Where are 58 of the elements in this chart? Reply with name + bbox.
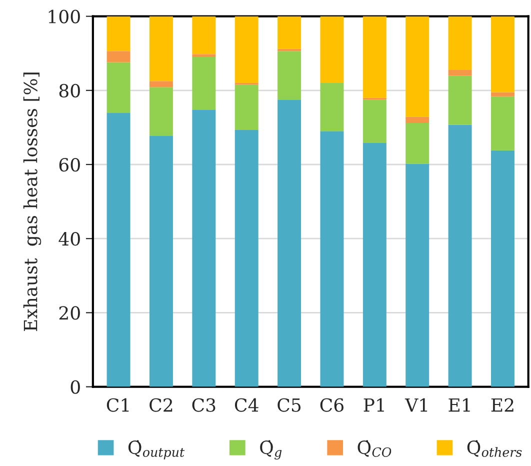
bar (448, 70, 472, 76)
bar (448, 76, 472, 125)
bar (406, 116, 430, 124)
x-tick-label: C1 (106, 398, 129, 412)
x-tick-label: C3 (192, 398, 216, 412)
bar (490, 16, 514, 92)
y-axis-title: Exhaust gas heat losses [%] (23, 72, 42, 331)
bar (320, 82, 344, 132)
bar (106, 62, 130, 113)
bar (448, 16, 472, 70)
legend-label: Q̇$_{output}$ (128, 440, 185, 460)
y-tick-label: 20 (59, 306, 80, 320)
bar (149, 136, 173, 387)
y-tick-label: 0 (70, 380, 80, 394)
bar (406, 123, 430, 164)
bar (320, 16, 344, 83)
bar (149, 87, 173, 136)
x-tick-label: C5 (278, 398, 301, 412)
y-tick-label: 60 (59, 158, 80, 172)
bar (490, 96, 514, 150)
bar (406, 16, 430, 117)
x-tick-label: E1 (448, 398, 470, 412)
x-tick-label: C6 (320, 398, 344, 412)
legend-label: Q̇$_{CO}$ (358, 440, 392, 457)
bar (234, 16, 258, 83)
bar (362, 16, 386, 98)
x-tick-label: E2 (491, 398, 514, 412)
bar (192, 110, 216, 387)
y-tick-label: 80 (59, 84, 80, 98)
bar (278, 16, 302, 49)
bar (192, 54, 216, 58)
bar (406, 164, 430, 387)
x-tick-label: C4 (234, 398, 258, 412)
bar (448, 124, 472, 387)
y-tick-label: 40 (58, 232, 80, 246)
bar (490, 150, 514, 387)
legend-label: Q̇$_{g}$ (260, 440, 282, 460)
bar (192, 57, 216, 110)
bar (490, 92, 514, 96)
x-tick-label: P1 (364, 398, 384, 412)
bar (362, 100, 386, 144)
legend-label: Q̇$_{others}$ (467, 440, 522, 457)
bar (106, 51, 130, 62)
bar (106, 16, 130, 52)
bar (320, 131, 344, 387)
bar (149, 81, 173, 88)
bar (278, 51, 302, 100)
bar (234, 84, 258, 130)
bar (278, 48, 302, 52)
y-tick-label: 100 (48, 10, 80, 24)
bar (192, 16, 216, 54)
bar (106, 112, 130, 387)
x-tick-label: V1 (404, 398, 428, 412)
bar (278, 100, 302, 387)
bar (149, 16, 173, 82)
x-tick-label: C2 (150, 398, 172, 412)
bar (234, 130, 258, 387)
bar (362, 143, 386, 387)
